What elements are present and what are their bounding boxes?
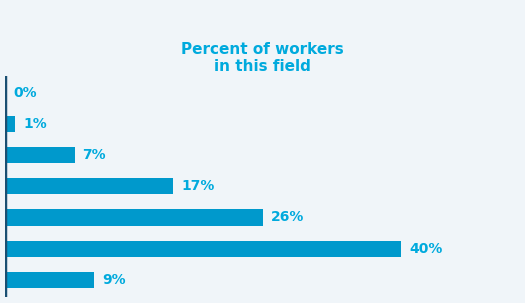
Text: 1%: 1% [23, 117, 47, 131]
Text: Percent of workers
in this field: Percent of workers in this field [181, 42, 344, 74]
Bar [5, 178, 173, 195]
Text: 26%: 26% [270, 211, 304, 225]
Bar [5, 147, 75, 163]
Text: 0%: 0% [13, 86, 37, 100]
Bar [5, 209, 262, 226]
Bar [5, 116, 15, 132]
Text: 9%: 9% [102, 273, 126, 287]
Bar [5, 272, 94, 288]
Bar [5, 241, 401, 257]
Text: 17%: 17% [181, 179, 215, 193]
Text: 7%: 7% [82, 148, 106, 162]
Text: 40%: 40% [409, 242, 442, 256]
